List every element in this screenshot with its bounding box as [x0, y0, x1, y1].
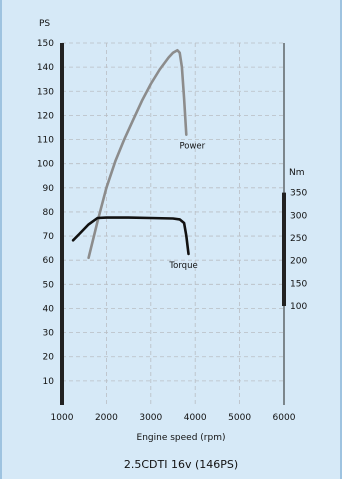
- y-tick-label-left: 130: [37, 87, 54, 97]
- y-tick-label-right: 300: [290, 211, 307, 221]
- torque-series-label: Torque: [168, 261, 197, 271]
- y-tick-label-left: 100: [37, 160, 54, 170]
- grid: [62, 42, 285, 405]
- y-tick-label-left: 60: [43, 256, 55, 266]
- y-tick-label-left: 150: [37, 39, 54, 49]
- power-series-label: Power: [179, 142, 205, 152]
- x-tick-label: 2000: [95, 413, 118, 423]
- y-tick-label-left: 40: [43, 304, 55, 314]
- right-axis-unit: Nm: [289, 168, 305, 178]
- series-group: Power Torque: [71, 48, 206, 271]
- tick-labels: 10 20 30 40 50 60 70 80 90 100 110 120 130 140 150 100 1…: [37, 39, 308, 423]
- y-tick-label-right: 200: [290, 257, 307, 267]
- y-tick-label-left: 70: [43, 232, 55, 242]
- chart-caption: 2.5CDTI 16v (146PS): [124, 458, 238, 471]
- x-tick-label: 5000: [228, 413, 251, 423]
- y-tick-label-left: 10: [43, 377, 55, 387]
- power-curve: [87, 48, 188, 260]
- x-tick-label: 6000: [273, 413, 296, 423]
- x-tick-label: 4000: [184, 413, 207, 423]
- x-tick-label: 1000: [51, 413, 74, 423]
- x-axis-label: Engine speed (rpm): [137, 433, 226, 443]
- y-tick-label-left: 140: [37, 63, 54, 73]
- x-tick-label: 3000: [139, 413, 162, 423]
- y-tick-label-right: 350: [290, 189, 307, 199]
- y-tick-label-left: 80: [43, 208, 55, 218]
- y-tick-label-left: 20: [43, 353, 55, 363]
- y-tick-label-right: 250: [290, 234, 307, 244]
- y-tick-label-left: 90: [43, 184, 55, 194]
- y-tick-label-left: 120: [37, 111, 54, 121]
- y-tick-label-left: 110: [37, 136, 54, 146]
- left-axis-unit: PS: [39, 19, 50, 29]
- y-tick-label-left: 50: [43, 280, 55, 290]
- y-tick-label-right: 100: [290, 302, 307, 312]
- y-tick-label-left: 30: [43, 329, 55, 339]
- torque-curve: [71, 216, 190, 256]
- y-tick-label-right: 150: [290, 279, 307, 289]
